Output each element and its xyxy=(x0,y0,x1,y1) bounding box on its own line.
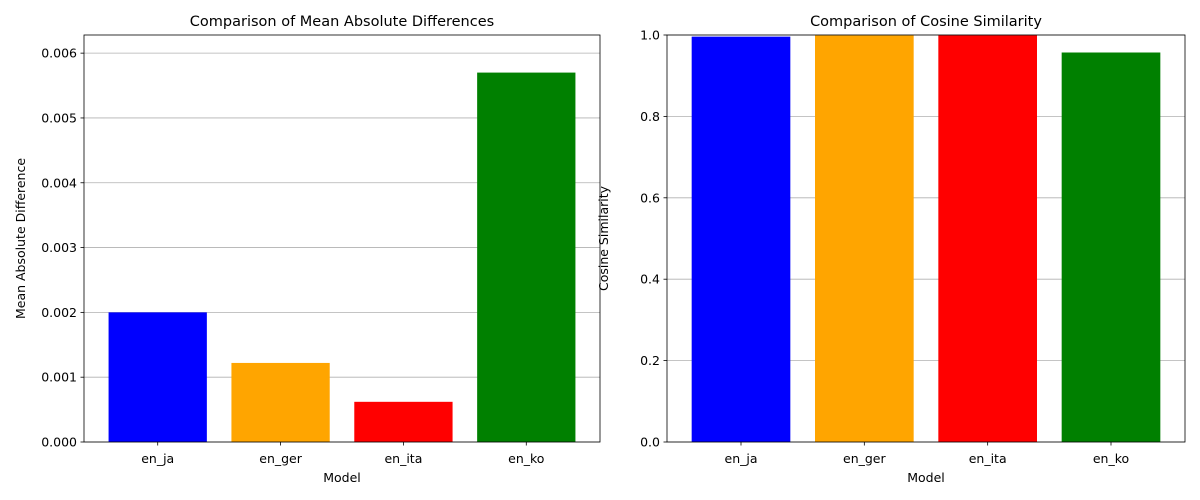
bar-en_ja xyxy=(691,36,791,443)
x-tick-label: en_ja xyxy=(141,451,174,466)
y-tick-label: 1.0 xyxy=(640,28,660,43)
x-axis-label: Model xyxy=(323,470,361,485)
y-tick-label: 0.006 xyxy=(41,46,77,61)
bar-en_ko xyxy=(477,72,576,442)
chart-title: Comparison of Cosine Similarity xyxy=(810,14,1042,30)
cosine-chart: 0.0 0.2 0.4 0.6 0.8 1.0 en_ja en_ger en_ita en_ko… xyxy=(596,14,1186,485)
y-tick-label: 0.8 xyxy=(640,109,660,124)
bar-en_ko xyxy=(1061,52,1161,442)
x-tick-label: en_ja xyxy=(725,451,758,466)
x-axis-label: Model xyxy=(907,470,945,485)
y-axis-label: Mean Absolute Difference xyxy=(13,158,28,319)
y-tick-label: 0.4 xyxy=(640,272,660,287)
y-tick-label: 0.003 xyxy=(41,240,77,255)
bar-en_ita xyxy=(354,401,453,442)
x-tick-label: en_ko xyxy=(508,451,544,466)
bar-en_ja xyxy=(108,312,207,442)
x-tick-label: en_ger xyxy=(259,451,302,466)
y-tick-label: 0.001 xyxy=(41,370,77,385)
y-tick-label: 0.6 xyxy=(640,190,660,205)
x-tick-label: en_ger xyxy=(843,451,886,466)
bar-en_ger xyxy=(815,35,914,442)
bar-en_ger xyxy=(231,362,330,442)
y-tick-label: 0.000 xyxy=(41,435,77,450)
x-tick-label: en_ko xyxy=(1093,451,1129,466)
y-tick-label: 0.2 xyxy=(640,353,660,368)
y-tick-label: 0.0 xyxy=(640,435,660,450)
bar-en_ita xyxy=(938,35,1037,443)
y-tick-label: 0.005 xyxy=(41,110,77,125)
mad-chart: 0.000 0.001 0.002 0.003 0.004 0.005 0.006 en_ja… xyxy=(13,14,601,485)
plot-frame xyxy=(83,34,601,443)
y-tick-label: 0.004 xyxy=(41,175,77,190)
plot-frame xyxy=(666,34,1186,443)
y-axis-label: Cosine Similarity xyxy=(596,185,611,291)
chart-title: Comparison of Mean Absolute Differences xyxy=(190,14,494,30)
x-tick-label: en_ita xyxy=(969,451,1007,466)
y-tick-label: 0.002 xyxy=(41,305,77,320)
x-tick-label: en_ita xyxy=(384,451,422,466)
